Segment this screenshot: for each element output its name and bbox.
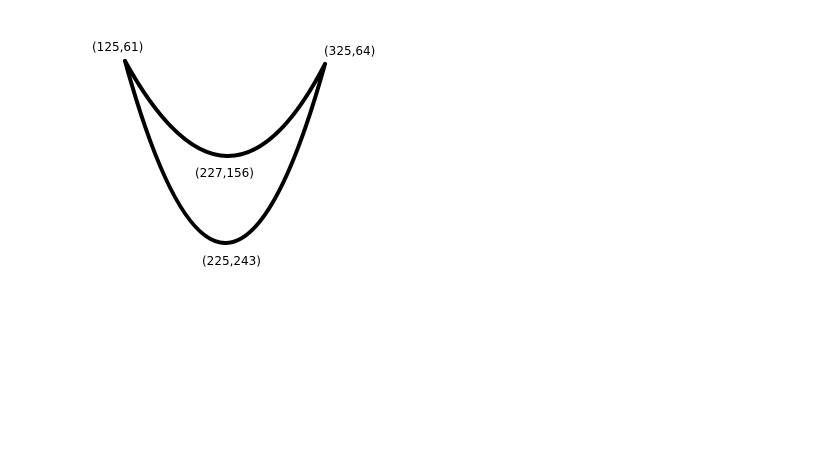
label-inner-vertex: (227,156): [195, 166, 254, 180]
label-left-endpoint: (125,61): [92, 40, 143, 54]
curves-layer: [123, 59, 327, 245]
outer-curve: [123, 59, 327, 245]
inner-curve: [123, 59, 327, 158]
label-right-endpoint: (325,64): [324, 44, 375, 58]
label-outer-vertex: (225,243): [202, 254, 261, 268]
